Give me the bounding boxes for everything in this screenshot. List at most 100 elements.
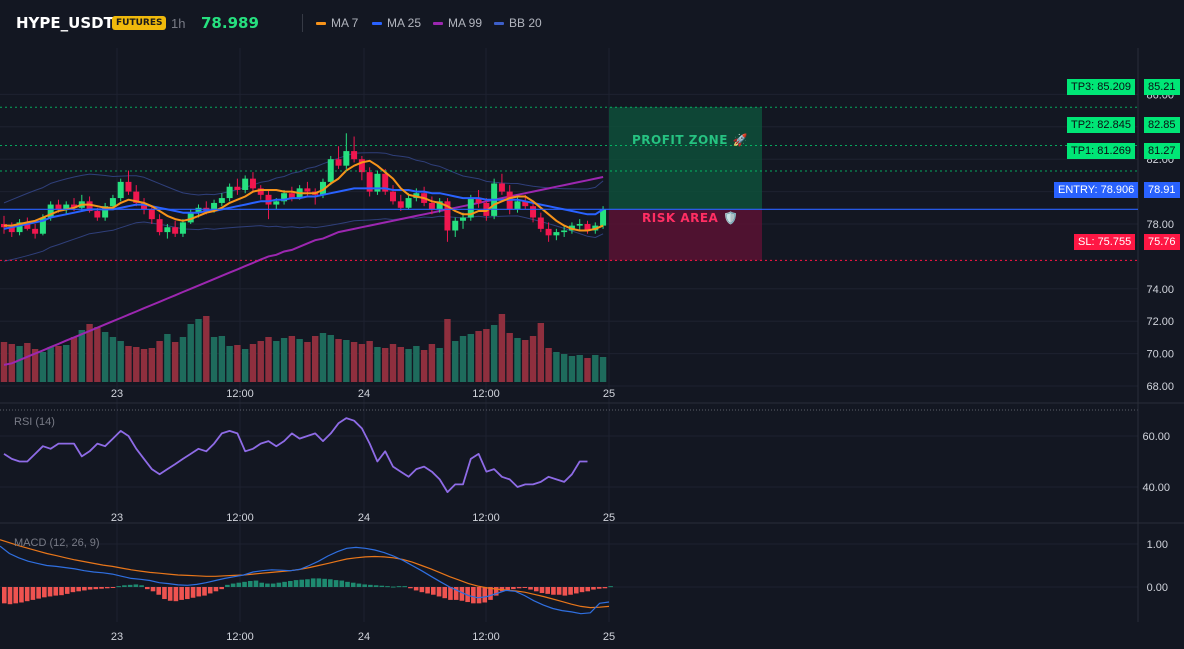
macd-histogram-bar — [196, 587, 202, 597]
time-axis-tick: 23 — [111, 388, 123, 400]
volume-bar — [312, 336, 319, 382]
macd-histogram-bar — [539, 587, 545, 594]
rsi-pane-label: RSI (14) — [14, 416, 55, 428]
rsi-axis-tick: 60.00 — [1142, 431, 1170, 443]
volume-bar — [327, 335, 334, 382]
candle-body — [187, 212, 194, 223]
candle-body — [382, 173, 389, 192]
candle-body — [514, 201, 521, 210]
macd-histogram-bar — [145, 587, 150, 590]
legend-ma99[interactable]: MA 99 — [433, 16, 482, 30]
volume-bar — [16, 346, 23, 382]
volume-bar — [405, 349, 412, 382]
volume-bar — [436, 348, 443, 382]
volume-bar — [39, 352, 47, 382]
macd-histogram-bar — [465, 587, 470, 603]
volume-bar — [24, 343, 31, 382]
ma25-line — [3, 187, 604, 230]
legend-ma7[interactable]: MA 7 — [316, 16, 358, 30]
volume-bar — [343, 340, 350, 382]
macd-histogram-bar — [551, 587, 556, 595]
timeframe-label[interactable]: 1h — [171, 16, 186, 31]
volume-bar — [109, 337, 117, 382]
candle-body — [8, 227, 15, 233]
bb-upper-line — [3, 152, 604, 204]
price-axis-tick: 74.00 — [1146, 284, 1174, 296]
time-axis-tick: 25 — [603, 512, 615, 524]
volume-bar — [70, 337, 78, 382]
legend-swatch — [316, 21, 326, 25]
time-axis-tick: 12:00 — [472, 512, 500, 524]
volume-bar — [514, 338, 521, 382]
macd-histogram-bar — [373, 585, 379, 587]
legend-label: MA 99 — [448, 16, 483, 30]
volume-bar — [117, 341, 124, 382]
header-divider — [302, 14, 303, 32]
candle-body — [226, 186, 233, 199]
volume-bar — [529, 336, 537, 382]
macd-histogram-bar — [322, 578, 327, 587]
candle-body — [117, 181, 124, 199]
macd-histogram-bar — [150, 587, 156, 592]
time-axis-tick: 24 — [358, 512, 370, 524]
candle-body — [358, 159, 365, 173]
volume-bar — [389, 344, 397, 382]
ma99-line — [3, 176, 604, 366]
volume-bar — [288, 336, 296, 382]
volume-bar — [420, 350, 428, 382]
candle-body — [530, 206, 537, 218]
macd-histogram-bar — [350, 582, 356, 587]
macd-histogram-bar — [59, 587, 64, 596]
macd-histogram-bar — [596, 587, 602, 589]
macd-histogram-bar — [104, 587, 110, 589]
macd-histogram-bar — [453, 587, 459, 600]
candle-body — [444, 201, 451, 231]
macd-histogram-bar — [516, 587, 522, 589]
entry-tag: ENTRY: 78.906 — [1054, 182, 1139, 198]
macd-histogram-bar — [425, 587, 430, 594]
candle-body — [16, 222, 23, 233]
legend-ma25[interactable]: MA 25 — [372, 16, 421, 30]
profit-zone — [609, 107, 762, 210]
candle-body — [94, 211, 101, 218]
macd-histogram-bar — [13, 587, 19, 604]
volume-bar — [0, 342, 8, 382]
candle-body — [390, 191, 396, 202]
macd-histogram-bar — [431, 587, 436, 595]
macd-histogram-bar — [93, 587, 99, 590]
candle-body — [436, 201, 443, 210]
candle-body — [249, 178, 256, 189]
volume-bar — [483, 329, 490, 382]
volume-bar — [459, 336, 467, 382]
volume-bar — [257, 341, 264, 382]
legend-bb20[interactable]: BB 20 — [494, 16, 542, 30]
volume-bar — [31, 349, 39, 382]
candle-body — [405, 198, 412, 208]
macd-histogram-bar — [591, 587, 596, 590]
macd-histogram-bar — [545, 587, 550, 594]
candle-body — [288, 193, 295, 199]
volume-bar — [350, 342, 358, 382]
macd-histogram-bar — [482, 587, 488, 603]
macd-histogram-bar — [122, 585, 127, 587]
volume-bar — [63, 345, 70, 382]
symbol-title[interactable]: HYPE_USDT — [16, 14, 114, 32]
volume-bar — [358, 344, 366, 382]
volume-bar — [55, 346, 62, 382]
macd-histogram-bar — [505, 587, 510, 591]
macd-signal-line — [0, 539, 610, 609]
macd-histogram-bar — [7, 587, 13, 605]
macd-histogram-bar — [99, 587, 104, 589]
macd-histogram-bar — [533, 587, 539, 592]
macd-histogram-bar — [173, 587, 179, 602]
tp2-tag: TP2: 82.845 — [1067, 117, 1135, 133]
tp1-tag: TP1: 81.269 — [1067, 143, 1135, 159]
macd-histogram-bar — [436, 587, 442, 597]
volume-bar — [203, 316, 210, 382]
candle-body — [242, 178, 249, 190]
macd-histogram-bar — [127, 584, 133, 587]
sl-axis-tag: 75.76 — [1144, 234, 1180, 250]
tp3-axis-tag: 85.21 — [1144, 79, 1180, 95]
macd-histogram-bar — [230, 583, 236, 587]
